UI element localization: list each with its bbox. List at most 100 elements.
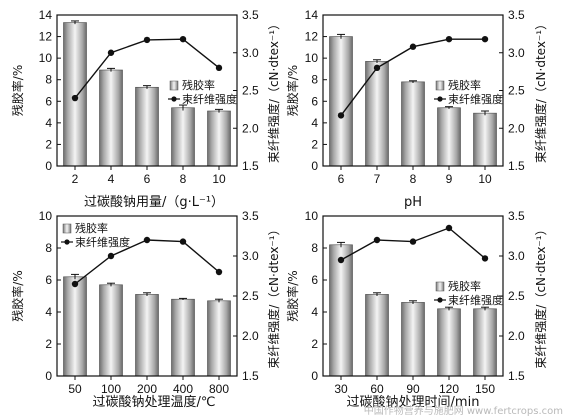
- x-tick-label: 4: [108, 172, 115, 186]
- right-tick-label: 2.0: [508, 329, 525, 343]
- right-tick-label: 2.0: [508, 121, 525, 135]
- x-axis-label: pH: [404, 195, 422, 210]
- bar-800: [207, 300, 231, 377]
- left-tick-label: 2: [45, 137, 52, 151]
- left-tick-label: 8: [311, 73, 318, 87]
- left-tick-label: 6: [311, 273, 318, 287]
- left-tick-label: 6: [311, 94, 318, 108]
- left-tick-label: 10: [39, 209, 53, 223]
- strength-point-8: [409, 43, 417, 50]
- x-tick-label: 6: [144, 172, 151, 186]
- error-bar-9: [445, 106, 453, 109]
- right-axis-label: 束纤维强度/（cN·dtex⁻¹）: [533, 18, 548, 163]
- bar-60: [365, 294, 389, 377]
- legend-point-swatch: [437, 297, 443, 303]
- strength-point-60: [373, 236, 381, 244]
- error-bar-7: [373, 59, 381, 63]
- x-tick-label: 8: [180, 172, 187, 186]
- error-bar-8: [409, 80, 417, 83]
- right-tick-label: 2.5: [508, 289, 525, 303]
- right-tick-label: 3.5: [242, 8, 259, 22]
- strength-point-200: [143, 236, 151, 244]
- bar-4: [99, 69, 123, 167]
- strength-point-10: [215, 64, 223, 72]
- error-bar-90: [409, 300, 417, 304]
- left-tick-label: 10: [39, 51, 53, 65]
- bar-9: [437, 107, 461, 167]
- legend-label: 束纤维强度: [75, 235, 130, 249]
- right-tick-label: 3.0: [242, 46, 259, 60]
- x-axis-label: 过碳酸钠处理时间/min: [347, 395, 480, 410]
- left-axis-label: 残胶率/%: [285, 65, 300, 116]
- x-tick-label: 400: [173, 382, 193, 396]
- bar-6: [135, 86, 159, 167]
- right-tick-label: 1.5: [508, 159, 525, 173]
- right-tick-label: 1.5: [508, 369, 525, 383]
- strength-point-7: [373, 64, 381, 72]
- error-bar-800: [215, 298, 223, 303]
- legend-bar-swatch: [62, 223, 72, 234]
- error-bar-8: [179, 104, 187, 111]
- error-bar-10: [215, 108, 223, 113]
- bar-400: [171, 298, 195, 377]
- chart-panel-4: 0 2 4 6 8 10 1.5 2.0 2.5 3.0 3.5 30 60 90 120 150过碳酸钠处理…: [285, 209, 548, 410]
- legend-point-swatch: [171, 96, 177, 102]
- right-tick-label: 1.5: [242, 159, 259, 173]
- left-tick-label: 10: [305, 209, 319, 223]
- bar-8: [171, 107, 195, 167]
- right-tick-label: 3.0: [508, 46, 525, 60]
- right-tick-label: 2.5: [508, 84, 525, 98]
- right-axis-label: 束纤维强度/（cN·dtex⁻¹）: [266, 223, 281, 368]
- right-tick-label: 3.0: [242, 249, 259, 263]
- left-tick-label: 2: [311, 137, 318, 151]
- x-tick-label: 100: [101, 382, 121, 396]
- chart-panel-3: 0 2 4 6 8 10 1.5 2.0 2.5 3.0 3.5 50 100 200 400 800过碳酸钠…: [10, 209, 281, 410]
- right-axis-label: 束纤维强度/（cN·dtex⁻¹）: [533, 223, 548, 368]
- error-bar-2: [71, 20, 79, 25]
- left-tick-label: 2: [311, 337, 318, 351]
- legend-bar-swatch: [169, 80, 179, 91]
- x-tick-label: 6: [338, 172, 345, 186]
- right-tick-label: 3.5: [508, 209, 525, 223]
- bar-6: [329, 36, 353, 167]
- error-bar-400: [179, 297, 187, 300]
- strength-point-150: [481, 255, 489, 262]
- strength-point-10: [481, 35, 489, 43]
- strength-point-400: [179, 238, 187, 245]
- bar-100: [99, 284, 123, 377]
- legend-label: 残胶率: [182, 78, 215, 92]
- chart-panel-2: 0 2 4 6 8 10 12 14 1.5 2.0 2.5 3.0 3.5 6 7 8 9 10 pH 残胶率/% 束…: [285, 8, 548, 210]
- left-tick-label: 14: [305, 8, 319, 22]
- left-tick-label: 10: [305, 51, 319, 65]
- left-tick-label: 8: [45, 73, 52, 87]
- right-tick-label: 1.5: [242, 369, 259, 383]
- bar-150: [473, 308, 497, 377]
- legend-bar-swatch: [435, 281, 445, 292]
- strength-point-2: [71, 94, 79, 102]
- x-tick-label: 60: [370, 382, 384, 396]
- strength-point-120: [445, 224, 453, 232]
- x-tick-label: 50: [68, 382, 82, 396]
- left-tick-label: 8: [311, 241, 318, 255]
- legend-label: 束纤维强度: [182, 92, 237, 106]
- error-bar-60: [373, 292, 381, 296]
- left-tick-label: 4: [311, 116, 318, 130]
- x-tick-label: 10: [212, 172, 226, 186]
- bar-120: [437, 308, 461, 377]
- left-tick-label: 6: [45, 273, 52, 287]
- right-tick-label: 2.5: [242, 289, 259, 303]
- right-tick-label: 2.5: [242, 84, 259, 98]
- error-bar-30: [337, 241, 345, 248]
- strength-point-50: [71, 280, 79, 288]
- bar-2: [63, 22, 87, 167]
- x-tick-label: 90: [406, 382, 420, 396]
- bar-8: [401, 81, 425, 167]
- error-bar-6: [337, 33, 345, 39]
- bar-7: [365, 61, 389, 167]
- right-tick-label: 3.0: [508, 249, 525, 263]
